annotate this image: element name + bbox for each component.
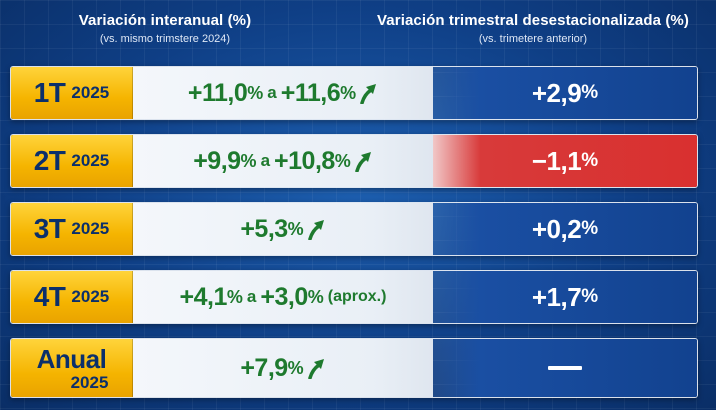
yoy-separator: a — [260, 151, 271, 170]
quarter-label: 3T 2025 — [11, 203, 133, 255]
quarter-name: 4T — [33, 281, 66, 312]
quarter-year: 2025 — [71, 151, 110, 170]
table-row-annual: Anual 2025 +7,9% — [10, 338, 698, 398]
qoq-cell: +1,7% — [433, 271, 697, 323]
arrow-up-icon — [360, 84, 377, 104]
yoy-header-title: Variación interanual (%) — [78, 12, 252, 29]
yoy-from-pct: % — [226, 286, 243, 307]
quarter-label: 4T 2025 — [11, 271, 133, 323]
qoq-pct: % — [581, 286, 599, 307]
yoy-from-pct: % — [287, 218, 304, 239]
arrow-up-icon — [307, 220, 324, 240]
yoy-from-value: +5,3 — [240, 214, 288, 243]
yoy-from-pct: % — [247, 82, 264, 103]
yoy-to-value: +10,8 — [274, 146, 335, 175]
yoy-from-value: +9,9 — [193, 146, 241, 175]
yoy-cell: +9,9% a +10,8% — [133, 135, 433, 187]
qoq-cell: +2,9% — [433, 67, 697, 119]
yoy-cell: +5,3% — [133, 203, 433, 255]
yoy-header-subtitle: (vs. mismo trimstere 2024) — [99, 33, 231, 45]
yoy-from-value: +4,1 — [179, 282, 228, 311]
yoy-from-pct: % — [240, 150, 257, 171]
empty-dash — [548, 366, 582, 370]
qoq-header-subtitle: (vs. trimetere anterior) — [478, 33, 588, 45]
qoq-value: +2,9 — [531, 77, 582, 108]
yoy-to-pct: % — [334, 150, 351, 171]
yoy-cell: +11,0% a +11,6% — [133, 67, 433, 119]
yoy-note: (aprox.) — [327, 288, 387, 305]
yoy-to-value: +11,6 — [280, 78, 341, 107]
quarter-label: 2T 2025 — [11, 135, 133, 187]
quarter-year: 2025 — [70, 372, 109, 392]
arrow-up-icon — [355, 152, 371, 172]
qoq-header-title: Variación trimestral desestacionalizada … — [377, 12, 689, 29]
yoy-cell: +4,1% a +3,0% (aprox.) — [133, 271, 433, 323]
qoq-pct: % — [581, 150, 599, 171]
qoq-cell: +0,2% — [433, 203, 697, 255]
table-row-1t: 1T 2025 +11,0% a +11,6% +2,9% — [10, 66, 698, 120]
quarter-name: 3T — [33, 213, 66, 244]
quarter-year: 2025 — [71, 83, 110, 102]
qoq-value: −1,1 — [531, 145, 582, 176]
table-row-4t: 4T 2025 +4,1% a +3,0% (aprox.) +1,7% — [10, 270, 698, 324]
qoq-cell — [433, 339, 697, 397]
yoy-separator: a — [246, 287, 257, 306]
quarter-name: 1T — [33, 77, 66, 108]
qoq-cell-negative: −1,1% — [433, 135, 697, 187]
quarter-label: Anual 2025 — [11, 339, 133, 397]
yoy-from-pct: % — [287, 357, 304, 378]
yoy-to-value: +3,0 — [260, 282, 308, 311]
qoq-value: +1,7 — [531, 281, 582, 312]
qoq-header: Variación trimestral desestacionalizada … — [372, 12, 694, 45]
yoy-from-value: +7,9 — [240, 353, 288, 382]
yoy-from-value: +11,0 — [187, 78, 248, 107]
arrow-up-icon — [307, 359, 324, 379]
quarter-name: 2T — [33, 145, 66, 176]
yoy-to-pct: % — [340, 82, 357, 103]
qoq-value: +0,2 — [531, 213, 582, 244]
quarter-year: 2025 — [71, 219, 110, 238]
table-row-2t: 2T 2025 +9,9% a +10,8% −1,1% — [10, 134, 698, 188]
yoy-to-pct: % — [307, 286, 324, 307]
table-row-3t: 3T 2025 +5,3% +0,2% — [10, 202, 698, 256]
quarter-year: 2025 — [71, 287, 110, 306]
yoy-cell: +7,9% — [133, 339, 433, 397]
quarter-name: Anual — [36, 343, 107, 374]
qoq-pct: % — [581, 218, 599, 239]
yoy-separator: a — [267, 83, 277, 102]
yoy-header: Variación interanual (%) (vs. mismo trim… — [40, 12, 290, 45]
qoq-pct: % — [581, 82, 599, 103]
quarter-label: 1T 2025 — [11, 67, 133, 119]
